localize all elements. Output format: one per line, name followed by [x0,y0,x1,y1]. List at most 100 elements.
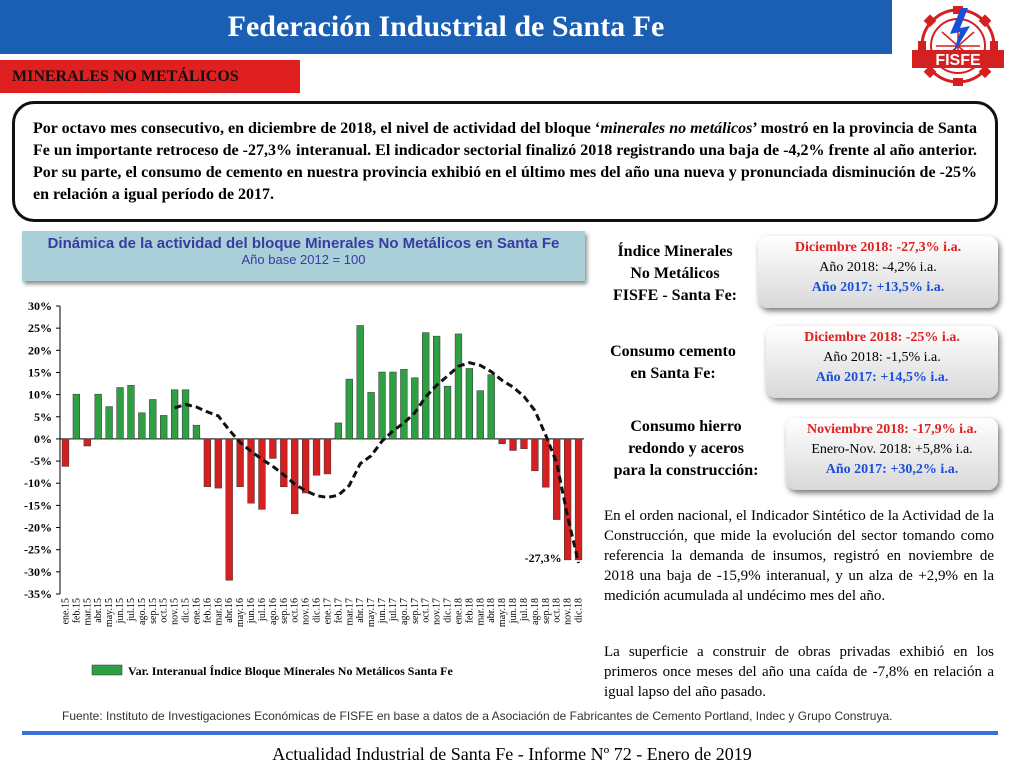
bar [72,393,81,440]
chart-title: Dinámica de la actividad del bloque Mine… [47,235,560,252]
bar [160,415,168,440]
x-tick-label: dic.16 [312,598,323,623]
x-tick-label: mar.16 [213,598,224,626]
x-tick-label: jul.18 [519,598,530,622]
bar [291,438,299,515]
bar [389,371,397,440]
bar [247,438,255,504]
x-tick-label: jun.16 [246,598,257,624]
summary-box: Por octavo mes consecutivo, en diciembre… [12,101,998,222]
y-tick-label: 5% [34,410,52,424]
indicator-label-cemento: Consumo cemento en Santa Fe: [610,343,736,382]
y-tick-label: -35% [24,587,52,601]
annotation-label: -27,3% [525,551,562,565]
x-tick-label: may.16 [235,598,246,627]
bar [531,438,539,472]
x-tick-label: dic.17 [443,598,454,623]
chart-subtitle: Año base 2012 = 100 [241,252,366,267]
x-tick-label: oct.16 [290,598,301,623]
fisfe-logo: FISFE [912,6,1004,86]
x-tick-label: dic.18 [574,598,585,623]
x-tick-label: oct.17 [421,598,432,623]
x-tick-label: ene.18 [453,598,464,624]
x-tick-label: feb.17 [333,598,344,623]
x-tick-label: may.17 [366,598,377,627]
x-tick-label: ago.15 [137,598,148,625]
x-tick-label: ene.15 [60,598,71,624]
summary-text: Por octavo mes consecutivo, en diciembre… [33,120,978,203]
x-tick-label: jul.16 [257,598,268,622]
x-tick-label: sep.16 [279,598,290,624]
y-tick-label: 30% [28,299,52,313]
x-tick-label: ago.18 [530,598,541,625]
bar [138,412,146,440]
bar [378,371,386,440]
bar [574,438,583,561]
bar [203,438,212,488]
x-tick-label: nov.16 [301,598,312,625]
bar [105,406,113,440]
y-tick-label: 0% [34,432,52,446]
x-tick-label: abr.15 [93,598,104,623]
bar [520,438,528,449]
y-tick-label: -30% [24,565,52,579]
bar [498,438,506,445]
page-title: Federación Industrial de Santa Fe [227,10,665,43]
trend-line [174,361,581,564]
y-tick-label: -10% [24,476,52,490]
x-tick-label: jul.15 [126,598,137,622]
y-tick-label: -20% [24,521,52,535]
bar [225,438,233,581]
x-tick-label: ago.17 [399,598,410,625]
y-tick-label: 10% [28,388,52,402]
x-tick-label: sep.18 [541,598,552,624]
private-works-paragraph: La superficie a construir de obras priva… [604,644,994,700]
footer-rule [22,731,998,735]
bar [94,393,102,440]
bar [323,438,332,475]
bar [400,369,408,440]
activity-chart: 30% 25% 20% 15% 10% 5% 0% -5% -10% -15% -20% -25% -3… [24,299,585,678]
bar [476,390,484,440]
y-tick-label: 15% [28,365,52,379]
bar [149,399,157,440]
bar [192,424,201,440]
bar [356,325,364,440]
indicator-label-minerales: Índice Minerales No Metálicos FISFE - Sant… [613,243,737,304]
bar [269,438,277,459]
section-tag: MINERALES NO METÁLICOS [0,60,300,93]
bar [367,392,375,440]
footer-text: Actualidad Industrial de Santa Fe - Info… [272,744,752,764]
national-paragraph: En el orden nacional, el Indicador Sinté… [604,508,994,604]
x-tick-label: feb.16 [202,598,213,623]
x-tick-label: dic.15 [181,598,192,623]
x-tick-label: mar.15 [82,598,93,626]
bar [214,438,222,489]
source-note: Fuente: Instituto de Investigaciones Eco… [62,709,893,723]
x-tick-label: oct.15 [159,598,170,623]
bar [83,438,91,447]
x-tick-label: abr.17 [355,598,366,623]
bar [454,333,463,440]
bar [542,438,550,488]
x-tick-label: ene.16 [191,598,202,624]
bar [127,385,135,440]
indicator-card-minerales: Diciembre 2018: -27,3% i.a. Año 2018: -4… [758,236,998,308]
logo-text: FISFE [935,52,981,69]
x-tick-label: may.18 [497,598,508,627]
x-tick-label: jun.18 [508,598,519,624]
title-bar: Federación Industrial de Santa Fe [0,0,892,54]
bar [61,438,70,467]
x-tick-label: jun.17 [377,598,388,624]
x-tick-label: oct.18 [552,598,563,623]
chart-header: Dinámica de la actividad del bloque Mine… [22,231,585,281]
y-tick-label: 25% [28,321,52,335]
x-tick-label: nov.17 [432,598,443,625]
bar [116,387,124,440]
bar [411,377,419,440]
x-tick-label: jun.15 [115,598,126,624]
y-tick-label: -25% [24,543,52,557]
x-tick-label: may.15 [104,598,115,627]
x-tick-label: sep.17 [410,598,421,624]
indicator-card-cemento: Diciembre 2018: -25% i.a. Año 2018: -1,5… [766,326,998,398]
